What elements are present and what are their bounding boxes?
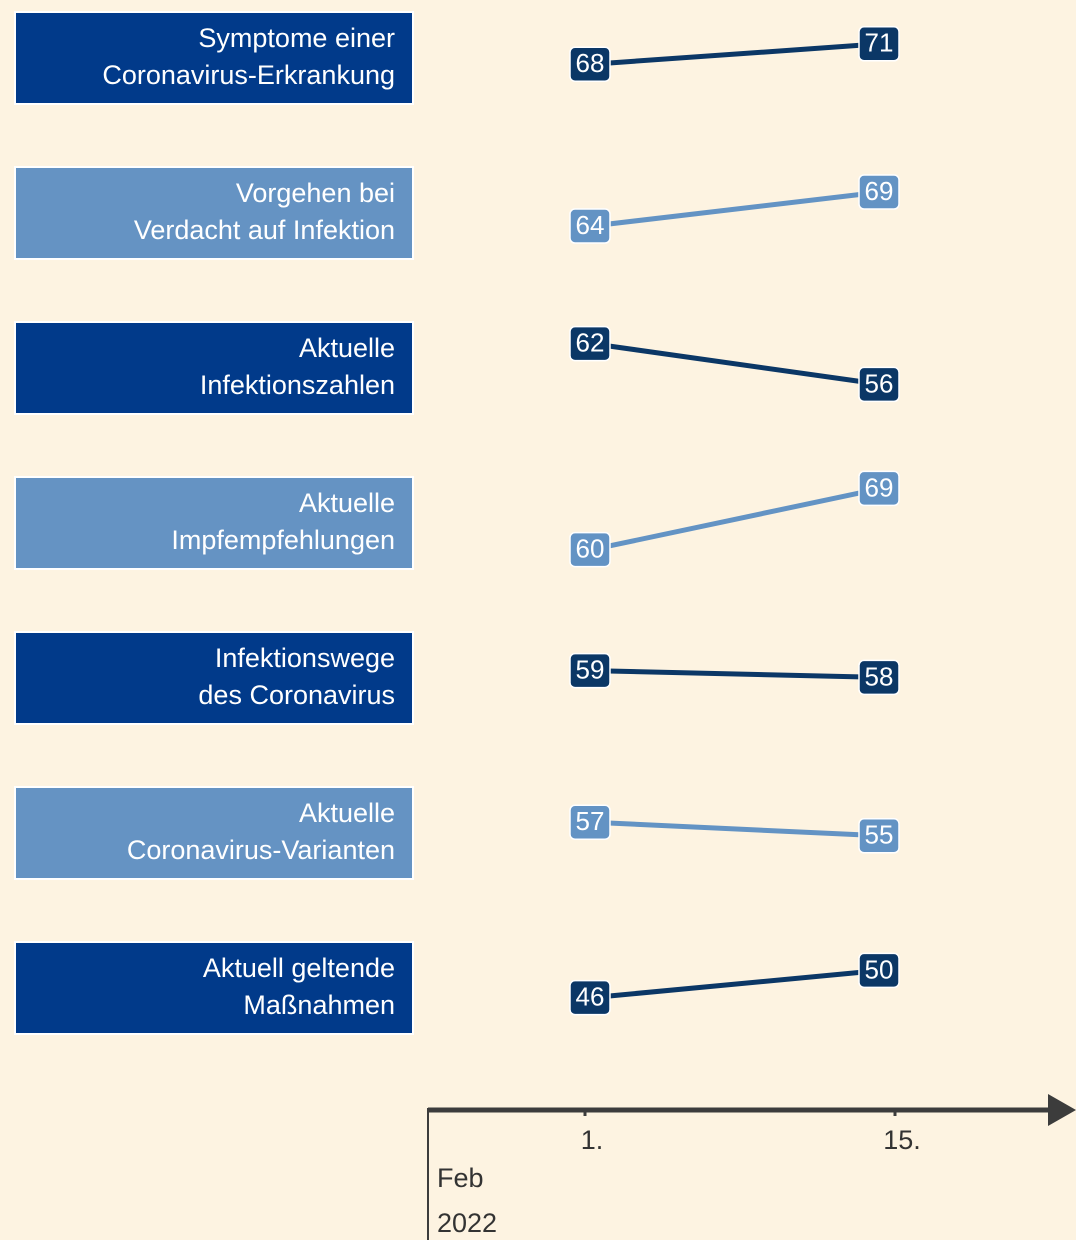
series-label: Coronavirus-Erkrankung <box>102 60 395 90</box>
value-box <box>569 804 611 840</box>
series-label: Impfempfehlungen <box>171 525 395 555</box>
label-box <box>14 11 414 105</box>
x-tick-label: 15. <box>883 1125 921 1155</box>
value-box <box>858 470 900 507</box>
series-label: Aktuelle <box>299 798 395 828</box>
label-box <box>14 321 414 415</box>
series-label: Symptome einer <box>198 23 395 53</box>
value-label: 69 <box>865 472 894 502</box>
label-box <box>14 476 414 570</box>
label-box <box>14 941 414 1035</box>
value-box <box>858 818 900 854</box>
value-box <box>569 325 611 362</box>
slope-line <box>591 819 882 839</box>
value-box <box>858 952 900 989</box>
value-box <box>569 652 611 689</box>
value-label: 71 <box>865 28 894 58</box>
series-label: des Coronavirus <box>198 680 395 710</box>
value-box <box>858 659 900 696</box>
value-box <box>858 26 900 62</box>
slope-line <box>591 668 882 680</box>
value-box <box>858 174 900 210</box>
x-axis-label: 2022 <box>437 1208 497 1238</box>
x-axis-label: Feb <box>437 1163 484 1193</box>
value-label: 60 <box>576 533 605 563</box>
value-label: 50 <box>865 954 894 984</box>
value-label: 64 <box>576 210 605 240</box>
value-box <box>569 531 611 568</box>
value-label: 55 <box>865 820 894 850</box>
series-label: Maßnahmen <box>243 990 395 1020</box>
x-tick-label: 1. <box>581 1125 604 1155</box>
series-label: Coronavirus-Varianten <box>127 835 395 865</box>
slope-line <box>591 41 882 67</box>
series-label: Aktuelle <box>299 333 395 363</box>
label-box <box>14 166 414 260</box>
value-box <box>569 208 611 244</box>
value-label: 56 <box>865 368 894 398</box>
slope-line <box>591 189 882 229</box>
value-label: 59 <box>576 654 605 684</box>
series-label: Verdacht auf Infektion <box>134 215 395 245</box>
value-box <box>569 46 611 82</box>
slope-line <box>591 485 882 553</box>
value-box <box>569 979 611 1016</box>
slope-line <box>591 967 882 1001</box>
value-label: 46 <box>576 981 605 1011</box>
label-box <box>14 786 414 880</box>
series-label: Infektionszahlen <box>200 370 395 400</box>
label-box <box>14 631 414 725</box>
value-label: 68 <box>576 48 605 78</box>
value-label: 69 <box>865 176 894 206</box>
series-label: Infektionswege <box>215 643 395 673</box>
axis-arrow <box>1048 1094 1076 1126</box>
value-label: 57 <box>576 806 605 836</box>
series-label: Aktuell geltende <box>203 953 395 983</box>
slope-line <box>591 341 882 387</box>
series-label: Vorgehen bei <box>236 178 395 208</box>
value-label: 62 <box>576 327 605 357</box>
value-label: 58 <box>865 661 894 691</box>
series-label: Aktuelle <box>299 488 395 518</box>
value-box <box>858 366 900 403</box>
